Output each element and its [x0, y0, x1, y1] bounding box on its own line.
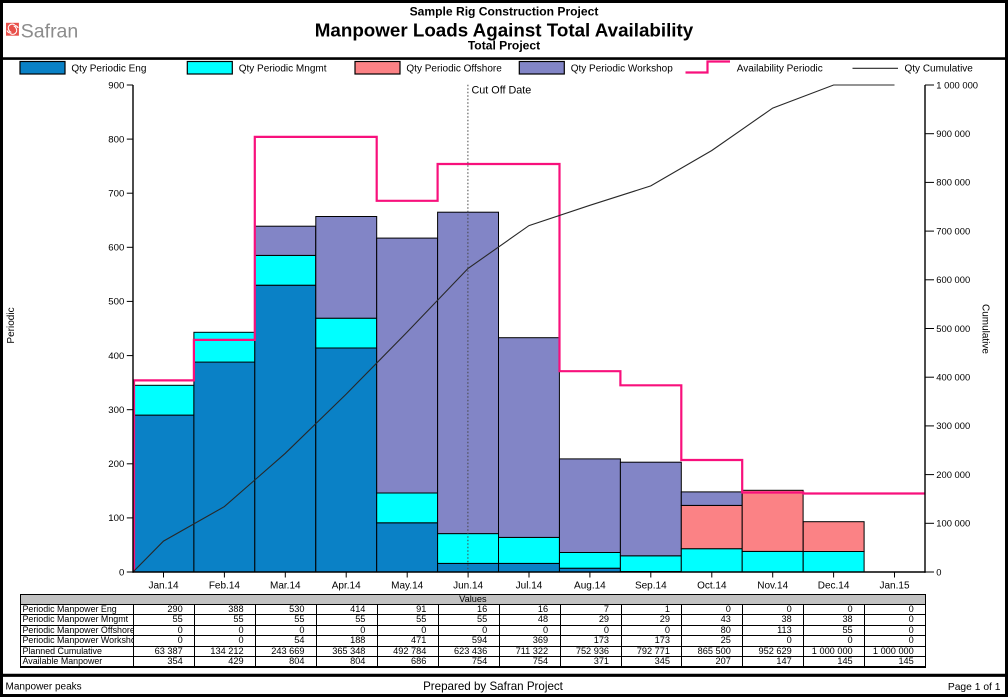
svg-text:600: 600: [108, 243, 124, 254]
svg-text:Safran: Safran: [21, 20, 78, 42]
svg-text:Aug.14: Aug.14: [574, 581, 606, 592]
svg-text:Sample Rig Construction Projec: Sample Rig Construction Project: [410, 4, 599, 18]
svg-text:Qty Periodic Eng: Qty Periodic Eng: [71, 64, 146, 75]
svg-text:Qty Cumulative: Qty Cumulative: [905, 64, 974, 75]
svg-text:800: 800: [108, 134, 124, 145]
svg-text:1 000 000: 1 000 000: [936, 79, 978, 90]
svg-text:Cut Off Date: Cut Off Date: [472, 85, 532, 97]
svg-text:Page 1 of 1: Page 1 of 1: [948, 682, 1001, 693]
svg-text:700 000: 700 000: [936, 225, 970, 236]
svg-text:900 000: 900 000: [936, 128, 970, 139]
svg-text:May.14: May.14: [391, 581, 423, 592]
svg-text:100: 100: [108, 513, 124, 524]
svg-text:0: 0: [119, 567, 124, 578]
svg-text:500: 500: [108, 297, 124, 308]
svg-text:Nov.14: Nov.14: [757, 581, 788, 592]
svg-text:Total Project: Total Project: [468, 39, 540, 53]
svg-text:0: 0: [936, 566, 941, 577]
svg-text:Qty Periodic Workshop: Qty Periodic Workshop: [571, 64, 674, 75]
svg-text:Apr.14: Apr.14: [332, 581, 361, 592]
svg-text:Qty Periodic Offshore: Qty Periodic Offshore: [406, 64, 502, 75]
svg-text:Manpower peaks: Manpower peaks: [6, 682, 82, 693]
svg-text:Periodic: Periodic: [6, 307, 17, 343]
svg-text:700: 700: [108, 189, 124, 200]
svg-text:400 000: 400 000: [936, 372, 970, 383]
svg-text:200: 200: [108, 459, 124, 470]
svg-text:Jun.14: Jun.14: [453, 581, 483, 592]
svg-text:100 000: 100 000: [936, 518, 970, 529]
svg-text:300 000: 300 000: [936, 420, 970, 431]
svg-text:900: 900: [108, 80, 124, 91]
svg-text:Jan.14: Jan.14: [148, 581, 178, 592]
svg-text:Mar.14: Mar.14: [270, 581, 301, 592]
svg-text:Manpower Loads Against Total A: Manpower Loads Against Total Availabilit…: [315, 19, 694, 40]
svg-text:Oct.14: Oct.14: [697, 581, 727, 592]
svg-text:Dec.14: Dec.14: [818, 581, 850, 592]
svg-text:Availability Periodic: Availability Periodic: [737, 64, 823, 75]
svg-text:Feb.14: Feb.14: [209, 581, 241, 592]
svg-text:Prepared by Safran Project: Prepared by Safran Project: [423, 680, 564, 693]
svg-text:500 000: 500 000: [936, 323, 970, 334]
svg-text:800 000: 800 000: [936, 177, 970, 188]
svg-text:Jul.14: Jul.14: [516, 581, 543, 592]
svg-text:200 000: 200 000: [936, 469, 970, 480]
svg-text:Qty Periodic Mngmt: Qty Periodic Mngmt: [239, 64, 327, 75]
svg-text:Cumulative: Cumulative: [980, 304, 991, 354]
svg-text:400: 400: [108, 351, 124, 362]
svg-text:300: 300: [108, 405, 124, 416]
svg-text:600 000: 600 000: [936, 274, 970, 285]
svg-text:Jan.15: Jan.15: [879, 581, 909, 592]
svg-text:Sep.14: Sep.14: [635, 581, 667, 592]
